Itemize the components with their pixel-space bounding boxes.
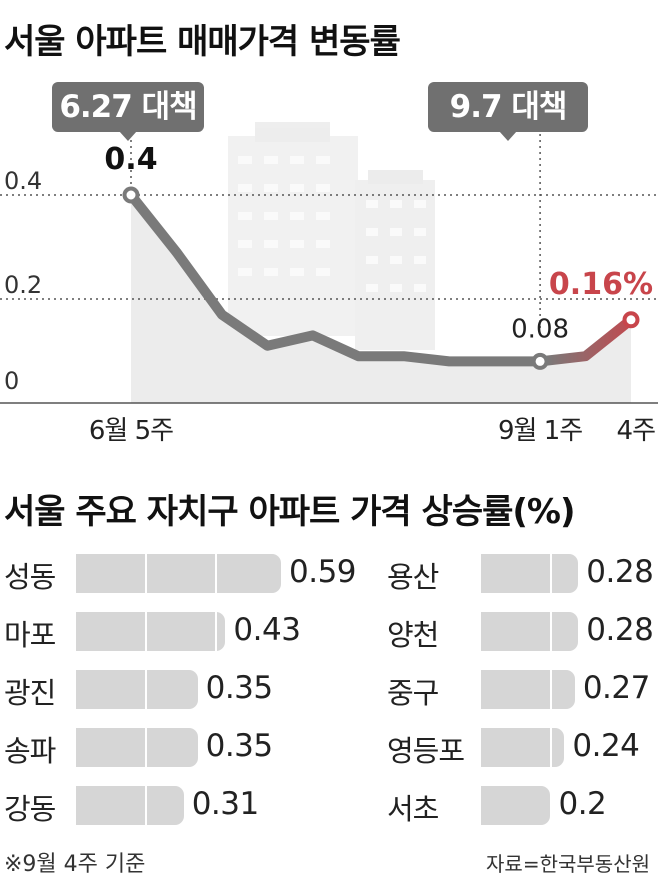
bar [76,612,226,651]
chart-title-price-change: 서울 아파트 매매가격 변동률 [4,22,401,62]
x-tick-label: 9월 1주 [498,416,582,446]
y-tick-label: 0 [4,367,19,395]
bar-value-label: 0.31 [191,786,260,822]
bar-row: 마포 0.43 [0,603,320,661]
data-label: 0.08 [511,314,569,344]
apartment-illustration [228,122,435,350]
bar-gridline [145,670,148,709]
bar [76,728,198,767]
bar-category-label: 서초 [387,792,439,826]
bar [481,786,551,825]
x-tick-label: 6월 5주 [89,416,173,446]
bar-value-label: 0.35 [205,670,274,706]
bar-category-label: 성동 [4,560,56,594]
bar-group-left: 성동 0.59 마포 0.43 광진 0.35 송파 0.35 강동 0.31 [0,545,357,835]
bar-row: 용산 0.28 [383,545,658,603]
bar-value-label: 0.28 [586,554,654,590]
bar-row: 송파 0.35 [0,719,320,777]
bar-category-label: 영등포 [387,734,465,768]
bar [76,554,281,593]
bar-gridline [214,554,217,593]
bar-category-label: 양천 [387,618,439,652]
bar-value-label: 0.59 [289,554,357,590]
bar-value-label: 0.43 [233,612,301,648]
y-tick-label: 0.2 [4,271,42,299]
series-line [126,190,546,367]
bar-group-right: 용산 0.28 양천 0.28 중구 0.27 영등포 0.24 서초 0.2 [383,545,658,835]
bar [481,670,575,709]
x-tick-label: 4주 [617,416,656,446]
data-point [531,352,549,370]
bar [481,612,579,651]
bar-row: 성동 0.59 [0,545,357,603]
bar [76,670,198,709]
bar-row: 양천 0.28 [383,603,658,661]
bar-category-label: 광진 [4,676,56,710]
series-area [131,195,631,403]
footnote: ※9월 4주 기준 [4,852,146,877]
data-label: 0.4 [104,142,157,177]
bar-value-label: 0.27 [582,670,651,706]
bar-value-label: 0.2 [558,786,607,822]
source-note: 자료=한국부동산원 [486,852,650,876]
chart-title-district-increase: 서울 주요 자치구 아파트 가격 상승률(%) [4,492,576,532]
series-line-recent [535,314,636,367]
bar-gridline [145,554,148,593]
bar-category-label: 마포 [4,618,56,652]
bar-gridline [145,728,148,767]
bar-category-label: 송파 [4,734,56,768]
bar [76,786,184,825]
bar-row: 강동 0.31 [0,777,320,835]
data-point [122,186,140,204]
line-chart: 0 0.2 0.4 6월 5주 9월 1주 4주 0.4 0.08 0.16% [0,110,658,446]
bar-gridline [550,554,553,593]
bar-category-label: 강동 [4,792,56,826]
bar [481,728,565,767]
bar-gridline [145,612,148,651]
bar [481,554,579,593]
bar-value-label: 0.35 [205,728,274,764]
y-tick-label: 0.4 [4,167,42,195]
callout-9-7-measures: 9.7 대책 [428,82,588,141]
bar-row: 광진 0.35 [0,661,320,719]
bar-value-label: 0.24 [572,728,640,764]
bar-gridline [550,612,553,651]
bar-row: 영등포 0.24 [383,719,658,777]
bar-gridline [214,612,217,651]
bar-category-label: 용산 [387,560,439,594]
bar-category-label: 중구 [387,676,439,710]
bar-gridline [145,786,148,825]
bar-gridline [550,670,553,709]
bar-row: 중구 0.27 [383,661,658,719]
callout-6-27-measures: 6.27 대책 [52,82,204,141]
data-label: 0.16% [549,267,653,302]
bar-value-label: 0.28 [586,612,654,648]
bar-gridline [550,728,553,767]
bar-row: 서초 0.2 [383,777,658,835]
data-point [622,311,640,329]
